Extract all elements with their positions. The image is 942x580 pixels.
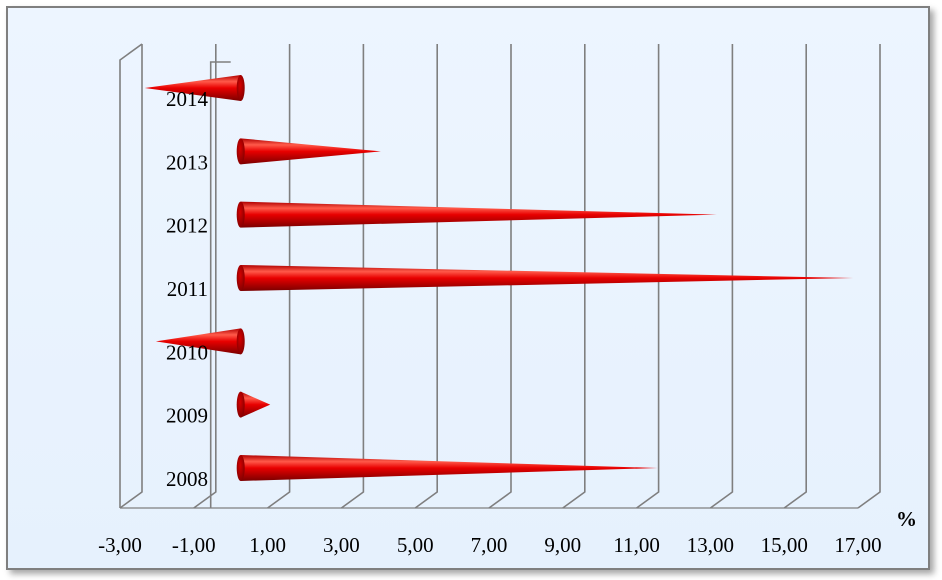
gridline xyxy=(340,44,365,509)
gridline xyxy=(119,44,143,509)
axes xyxy=(119,43,858,509)
x-tick-label: 17,00 xyxy=(834,533,881,557)
gridline xyxy=(414,44,439,509)
x-tick-label: 13,00 xyxy=(687,533,734,557)
cone-base xyxy=(236,265,245,291)
cone-bar xyxy=(236,201,717,228)
cone-body xyxy=(240,265,854,291)
x-tick-label: 1,00 xyxy=(249,533,286,557)
chart-frame xyxy=(6,6,930,570)
gridlines xyxy=(119,44,881,509)
category-label: 2012 xyxy=(166,214,208,238)
cone-base xyxy=(236,138,245,165)
gridline xyxy=(636,44,660,509)
cone-base xyxy=(236,391,245,418)
category-label: 2009 xyxy=(166,404,208,428)
gridline xyxy=(488,44,512,509)
x-unit-label: % xyxy=(896,507,917,531)
cone-bar xyxy=(236,265,854,291)
cone-base xyxy=(236,328,245,355)
x-tick-label: 11,00 xyxy=(613,533,659,557)
gridline xyxy=(267,44,291,509)
category-label: 2013 xyxy=(166,150,208,174)
gridline xyxy=(783,44,808,509)
cone-bar xyxy=(236,391,271,418)
cone-body xyxy=(240,391,271,418)
cone-base xyxy=(236,201,245,228)
cone-base xyxy=(236,75,245,101)
labels: -3,00 -1,00 1,00 3,00 5,00 7,00 9,00 11,00 13,00… xyxy=(98,87,882,557)
gridline xyxy=(193,44,217,509)
cone-body xyxy=(240,455,658,481)
cone-marks xyxy=(144,75,854,481)
cone-body xyxy=(240,138,381,165)
category-label: 2014 xyxy=(166,87,209,111)
cone-bar xyxy=(144,75,245,101)
cone-body xyxy=(240,201,717,228)
gridline xyxy=(709,44,734,509)
cone-body xyxy=(155,328,241,355)
y-axis-wall xyxy=(119,43,143,508)
x-tick-label: 9,00 xyxy=(544,533,581,557)
cone-bar xyxy=(236,455,658,481)
cone-bar xyxy=(236,138,381,165)
cone-base xyxy=(236,455,245,481)
category-label: 2011 xyxy=(167,277,208,301)
x-tick-label: 3,00 xyxy=(323,533,360,557)
zero-axis-line xyxy=(209,61,231,508)
gridline xyxy=(857,44,881,509)
category-label: 2010 xyxy=(166,340,208,364)
x-tick-label: -1,00 xyxy=(172,533,216,557)
gridline xyxy=(562,44,586,509)
x-tick-label: -3,00 xyxy=(98,533,142,557)
cone-body xyxy=(144,75,241,101)
cone-bar xyxy=(155,328,245,355)
category-label: 2008 xyxy=(166,467,208,491)
x-tick-label: 5,00 xyxy=(397,533,434,557)
x-tick-label: 15,00 xyxy=(761,533,808,557)
x-tick-label: 7,00 xyxy=(471,533,508,557)
